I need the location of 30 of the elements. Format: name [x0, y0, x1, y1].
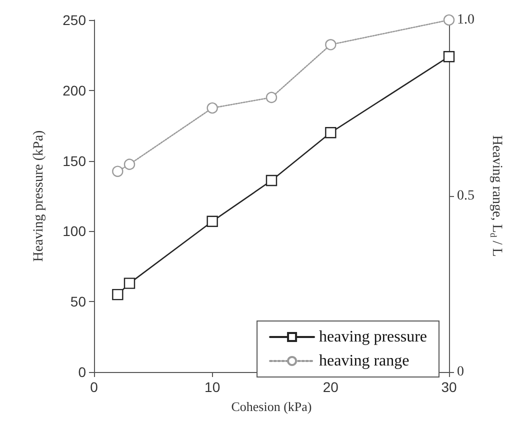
- y-tick-label: 150: [62, 152, 86, 169]
- point: [124, 158, 136, 170]
- x-tick-label: 30: [441, 379, 457, 395]
- y2-tick-label: 1.0: [457, 12, 474, 28]
- point: [206, 102, 218, 114]
- y-tick-label: 0: [78, 364, 86, 380]
- y-tick-label: 100: [62, 223, 86, 240]
- legend-label: heaving range: [319, 352, 410, 370]
- point: [325, 127, 336, 138]
- point: [443, 14, 455, 26]
- point: [266, 174, 278, 186]
- point: [112, 166, 124, 177]
- y-tick-label: 50: [70, 294, 86, 310]
- y2-tick-label: 0.5: [457, 188, 474, 204]
- x-tick-label: 20: [322, 379, 339, 395]
- y-tick-label: 200: [62, 82, 86, 98]
- point: [112, 288, 124, 300]
- x-tick-label: 10: [204, 379, 220, 395]
- point: [206, 216, 218, 227]
- point: [266, 92, 278, 104]
- point: [325, 39, 336, 50]
- x-tick-label: 0: [90, 379, 98, 395]
- legend-label: heaving pressure: [319, 328, 428, 346]
- point: [124, 278, 136, 289]
- y2-tick-label: 0: [457, 364, 464, 380]
- y-axis-title: Heaving pressure (kPa): [32, 130, 46, 262]
- y2-axis-title: Heaving range, Ld / L: [488, 135, 504, 257]
- x-axis-title: Cohesion (kPa): [231, 399, 312, 414]
- y-tick-label: 250: [62, 12, 86, 28]
- point: [443, 51, 455, 62]
